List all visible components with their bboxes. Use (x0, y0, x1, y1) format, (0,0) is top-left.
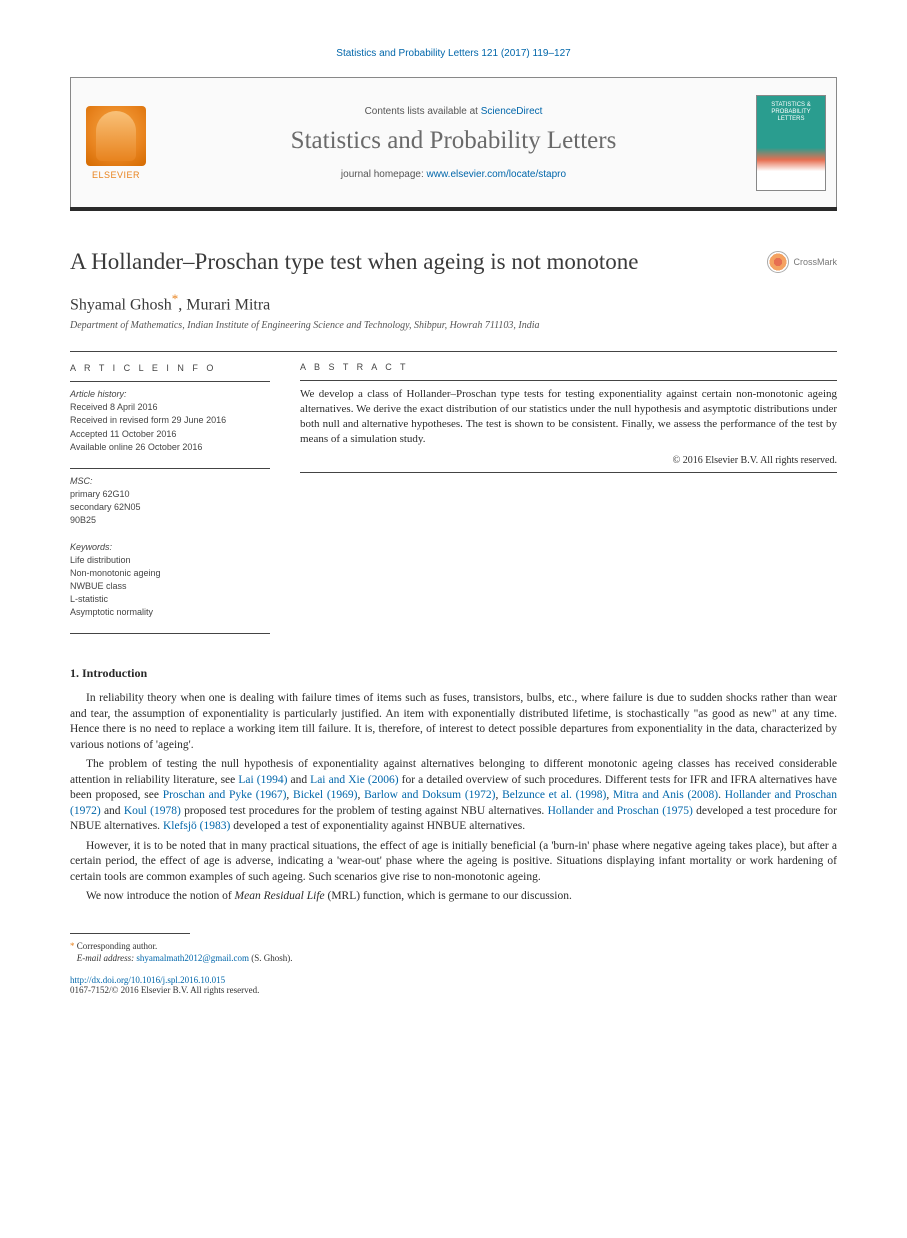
text-run: We now introduce the notion of (86, 890, 235, 902)
crossmark-label: CrossMark (793, 257, 837, 267)
masthead-container: ELSEVIER Contents lists available at Sci… (70, 77, 837, 211)
citation-link[interactable]: Belzunce et al. (1998) (502, 789, 606, 801)
issn-copyright: 0167-7152/© 2016 Elsevier B.V. All right… (70, 985, 837, 995)
masthead-center: Contents lists available at ScienceDirec… (161, 78, 746, 207)
publisher-logo-block: ELSEVIER (71, 78, 161, 207)
citation-link[interactable]: Barlow and Doksum (1972) (364, 789, 495, 801)
body-paragraph: In reliability theory when one is dealin… (70, 691, 837, 753)
star-icon: * (70, 941, 75, 951)
top-citation[interactable]: Statistics and Probability Letters 121 (… (70, 48, 837, 59)
abstract-column: A B S T R A C T We develop a class of Ho… (300, 362, 837, 640)
abstract-copyright: © 2016 Elsevier B.V. All rights reserved… (300, 455, 837, 466)
footnote-divider (70, 933, 190, 934)
body-paragraph: The problem of testing the null hypothes… (70, 757, 837, 835)
text-run: and (287, 774, 310, 786)
publisher-name: ELSEVIER (92, 170, 140, 180)
divider (70, 351, 837, 352)
keyword-item: Non-monotonic ageing (70, 567, 270, 580)
elsevier-tree-icon (86, 106, 146, 166)
history-item: Accepted 11 October 2016 (70, 428, 270, 441)
keyword-item: NWBUE class (70, 580, 270, 593)
contents-list-line: Contents lists available at ScienceDirec… (365, 106, 543, 117)
text-run: (MRL) function, which is germane to our … (325, 890, 572, 902)
citation-link[interactable]: Hollander and Proschan (1975) (548, 805, 693, 817)
affiliation: Department of Mathematics, Indian Instit… (70, 320, 837, 331)
keyword-item: L-statistic (70, 593, 270, 606)
article-history: Article history: Received 8 April 2016 R… (70, 388, 270, 453)
body-paragraph: We now introduce the notion of Mean Resi… (70, 889, 837, 905)
keywords-block: Keywords: Life distribution Non-monotoni… (70, 541, 270, 619)
keyword-item: Life distribution (70, 554, 270, 567)
history-item: Available online 26 October 2016 (70, 441, 270, 454)
msc-item: secondary 62N05 (70, 501, 270, 514)
body-paragraph: However, it is to be noted that in many … (70, 839, 837, 886)
corresponding-author-footnote: * Corresponding author. E-mail address: … (70, 940, 837, 965)
abstract-text: We develop a class of Hollander–Proschan… (300, 387, 837, 446)
journal-name: Statistics and Probability Letters (291, 127, 617, 155)
email-label: E-mail address: (77, 953, 134, 963)
msc-label: MSC: (70, 475, 270, 488)
author-1[interactable]: Shyamal Ghosh (70, 296, 172, 313)
homepage-line: journal homepage: www.elsevier.com/locat… (341, 169, 566, 180)
msc-item: 90B25 (70, 514, 270, 527)
doi-line: http://dx.doi.org/10.1016/j.spl.2016.10.… (70, 975, 837, 985)
keyword-item: Asymptotic normality (70, 606, 270, 619)
corresponding-label: Corresponding author. (77, 941, 158, 951)
history-label: Article history: (70, 388, 270, 401)
divider (70, 468, 270, 469)
corresponding-star-icon: * (172, 291, 179, 306)
article-title: A Hollander–Proschan type test when agei… (70, 249, 639, 275)
crossmark-icon (767, 251, 789, 273)
history-item: Received in revised form 29 June 2016 (70, 414, 270, 427)
cover-thumb-block: STATISTICS & PROBABILITY LETTERS (746, 78, 836, 207)
divider (300, 472, 837, 473)
article-info-heading: A R T I C L E I N F O (70, 362, 270, 375)
msc-item: primary 62G10 (70, 488, 270, 501)
homepage-link[interactable]: www.elsevier.com/locate/stapro (427, 169, 567, 180)
journal-cover-icon: STATISTICS & PROBABILITY LETTERS (756, 95, 826, 191)
citation-link[interactable]: Proschan and Pyke (1967) (163, 789, 287, 801)
section-heading-introduction: 1. Introduction (70, 666, 837, 681)
divider (70, 381, 270, 382)
citation-link[interactable]: Bickel (1969) (293, 789, 357, 801)
divider (70, 633, 270, 634)
italic-term: Mean Residual Life (235, 890, 325, 902)
doi-link[interactable]: http://dx.doi.org/10.1016/j.spl.2016.10.… (70, 975, 225, 985)
citation-link[interactable]: Koul (1978) (124, 805, 181, 817)
text-run: proposed test procedures for the problem… (181, 805, 548, 817)
email-suffix: (S. Ghosh). (249, 953, 293, 963)
contents-prefix: Contents lists available at (365, 106, 481, 117)
article-info-column: A R T I C L E I N F O Article history: R… (70, 362, 270, 640)
masthead: ELSEVIER Contents lists available at Sci… (70, 77, 837, 207)
article-title-row: A Hollander–Proschan type test when agei… (70, 249, 837, 275)
divider (300, 380, 837, 381)
text-run: developed a test of exponentiality again… (230, 820, 525, 832)
keywords-label: Keywords: (70, 541, 270, 554)
msc-block: MSC: primary 62G10 secondary 62N05 90B25 (70, 475, 270, 527)
abstract-heading: A B S T R A C T (300, 362, 837, 372)
author-2[interactable]: Murari Mitra (186, 296, 270, 313)
email-link[interactable]: shyamalmath2012@gmail.com (136, 953, 249, 963)
sciencedirect-link[interactable]: ScienceDirect (481, 106, 543, 117)
homepage-prefix: journal homepage: (341, 169, 427, 180)
authors: Shyamal Ghosh*, Murari Mitra (70, 291, 837, 314)
citation-link[interactable]: Lai and Xie (2006) (310, 774, 398, 786)
info-abstract-row: A R T I C L E I N F O Article history: R… (70, 362, 837, 640)
history-item: Received 8 April 2016 (70, 401, 270, 414)
crossmark-badge[interactable]: CrossMark (767, 251, 837, 273)
citation-link[interactable]: Mitra and Anis (2008) (613, 789, 718, 801)
citation-link[interactable]: Klefsjö (1983) (163, 820, 230, 832)
citation-link[interactable]: Lai (1994) (238, 774, 287, 786)
